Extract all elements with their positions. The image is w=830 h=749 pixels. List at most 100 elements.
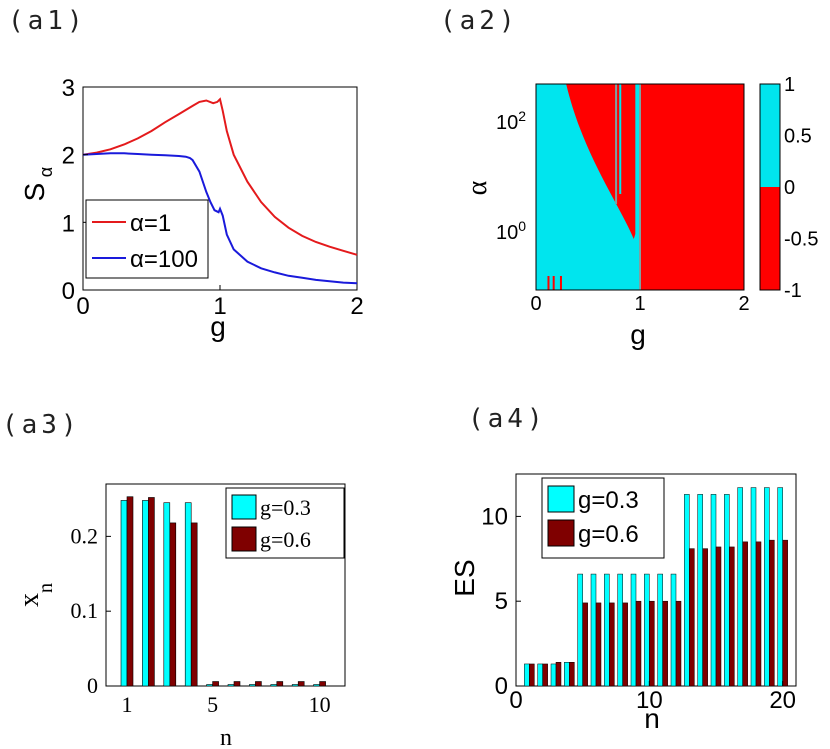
a4-bar-0-10 (657, 573, 663, 687)
a4-bar-0-12 (684, 494, 690, 687)
a1-y-label-sub: α (36, 167, 56, 177)
a3-bar-0-1 (142, 500, 149, 687)
a3-bar-1-8 (297, 681, 305, 687)
a4-legend-swatch-0 (547, 485, 575, 513)
a4-bar-1-5 (595, 602, 602, 687)
a4-legend-label-0: g=0.3 (578, 487, 639, 514)
a3-bar-1-6 (255, 681, 262, 687)
a3-y-label: x (14, 593, 45, 607)
a2-y-tick-label: 100 (496, 218, 526, 244)
a2-y-label: α (462, 180, 493, 195)
a2-colorbar-tick-label: 0 (784, 177, 795, 199)
a3-bar-1-0 (126, 496, 134, 687)
a2-plot-frame (535, 83, 745, 291)
a3-y-tick-label: 0 (87, 673, 98, 698)
a4-bar-1-6 (609, 602, 615, 687)
a1-x-tick-label: 0 (76, 293, 89, 320)
a4-bar-0-2 (550, 663, 557, 687)
a4-bar-0-7 (617, 573, 623, 687)
panel-label-a4: (a4) (468, 404, 547, 434)
a3-legend-swatch-0 (231, 494, 257, 520)
a4-bar-1-16 (742, 541, 748, 687)
a3-bar-0-5 (227, 684, 235, 687)
a1-y-tick-label: 2 (62, 143, 75, 170)
a4-bar-0-5 (590, 573, 597, 687)
a1-legend (85, 199, 209, 279)
a4-legend-label-1: g=0.6 (578, 521, 639, 548)
a1-series-line-1 (82, 152, 358, 285)
a4-x-label: n (644, 703, 660, 734)
a4-bar-1-18 (769, 539, 775, 687)
a2-y-tick-label: 102 (496, 108, 526, 134)
a4-bar-1-9 (649, 600, 655, 687)
a3-bar-0-2 (163, 502, 171, 687)
a2-region-negative-right (640, 84, 744, 290)
a4-bar-1-2 (555, 662, 562, 687)
a4-bar-1-15 (729, 546, 735, 687)
a4-bar-1-3 (569, 662, 575, 687)
a3-bar-1-2 (169, 522, 177, 687)
a4-bar-0-18 (764, 487, 770, 687)
a4-bar-0-16 (737, 487, 743, 687)
a4-y-tick-label: 5 (495, 588, 508, 615)
a4-bar-1-8 (635, 600, 642, 687)
a1-legend-label-0: α=1 (130, 210, 171, 237)
a4-bar-0-4 (577, 573, 583, 687)
a1-y-tick-label: 0 (62, 278, 75, 305)
panel-label-a3: (a3) (2, 410, 81, 440)
a4-bar-0-9 (644, 573, 650, 687)
a3-y-label-sub: n (35, 583, 57, 593)
a1-legend-label-1: α=100 (130, 246, 198, 273)
a2-colorbar-positive (760, 84, 780, 187)
a3-bar-0-6 (249, 684, 256, 687)
a4-bar-0-0 (524, 663, 530, 687)
a2-colorbar-frame (759, 83, 781, 291)
a3-x-tick-label: 1 (122, 692, 133, 717)
a4-bar-1-11 (675, 600, 682, 687)
a3-bar-0-8 (291, 684, 299, 687)
a4-bar-1-14 (715, 546, 722, 687)
a3-bar-0-4 (206, 684, 213, 687)
a3-bar-0-7 (270, 684, 278, 687)
a2-colorbar-negative (760, 187, 780, 290)
a3-bar-1-1 (148, 497, 155, 687)
a4-bar-0-8 (630, 573, 637, 687)
a3-bar-1-3 (190, 522, 198, 687)
a2-x-tick-label: 1 (634, 293, 645, 315)
a4-bar-0-3 (564, 662, 570, 687)
a4-bar-0-6 (604, 573, 610, 687)
a2-colorbar-tick-label: 0.5 (784, 126, 812, 148)
a4-y-tick-label: 0 (495, 673, 508, 700)
a4-bar-1-0 (529, 663, 535, 687)
a3-bar-0-0 (120, 500, 128, 687)
a1-y-label: S (19, 183, 50, 202)
a4-bar-1-12 (689, 548, 695, 687)
a3-legend-swatch-1 (231, 526, 257, 552)
a4-bar-0-13 (697, 494, 703, 687)
a3-bar-1-5 (233, 681, 241, 687)
a4-bar-0-19 (777, 487, 783, 687)
a4-x-tick-label: 20 (769, 687, 796, 714)
a4-bar-1-19 (782, 539, 788, 687)
a3-bar-1-7 (276, 681, 284, 687)
a4-bar-0-11 (670, 573, 677, 687)
a3-y-tick-label: 0.1 (71, 598, 99, 623)
a4-bar-0-15 (724, 494, 730, 687)
a3-bar-1-9 (319, 681, 326, 687)
a2-colorbar-tick-label: 1 (784, 74, 795, 96)
a1-series-line-0 (82, 97, 358, 256)
panel-label-a2: (a2) (440, 6, 519, 36)
a4-bar-1-1 (542, 663, 548, 687)
a1-y-tick-label: 3 (62, 75, 75, 102)
a2-colorbar-tick-label: -0.5 (784, 229, 818, 251)
a4-x-tick-label: 0 (509, 687, 522, 714)
a3-bar-0-9 (313, 684, 320, 687)
a4-x-tick-label: 10 (636, 687, 663, 714)
a2-x-label: g (630, 319, 646, 350)
a4-y-tick-label: 10 (481, 503, 508, 530)
a4-bar-0-1 (537, 663, 543, 687)
a2-x-tick-label: 2 (738, 293, 749, 315)
a2-region-negative-wedge (566, 84, 636, 239)
a1-x-tick-label: 2 (350, 293, 363, 320)
